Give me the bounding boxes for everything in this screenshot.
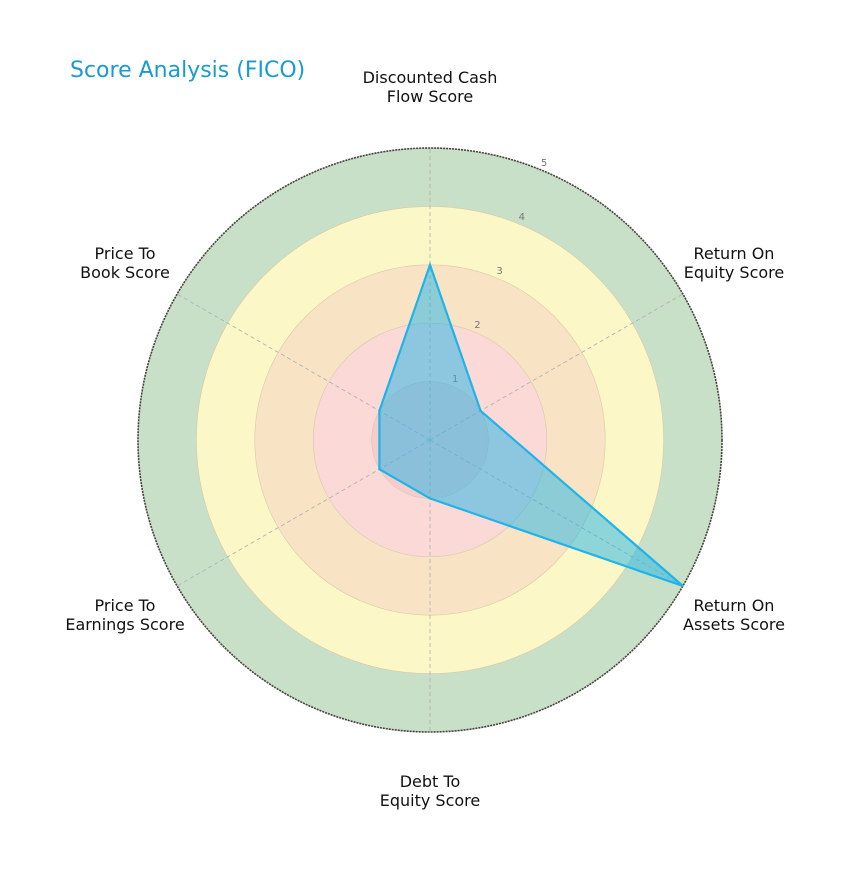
series-polygon: [378, 261, 684, 588]
axis-label-de: Debt To Equity Score: [379, 772, 481, 810]
radial-tick-label: 4: [519, 212, 525, 223]
radial-tick-label: 5: [541, 158, 547, 169]
axis-label-dcf: Discounted Cash Flow Score: [362, 68, 498, 106]
radial-tick-label: 2: [474, 320, 480, 331]
outer-frame: [137, 147, 723, 733]
axis-label-pe: Price To Earnings Score: [65, 596, 185, 634]
chart-title: Score Analysis (FICO): [70, 58, 306, 83]
axis-label-roa: Return On Assets Score: [683, 596, 785, 634]
radial-tick-label: 3: [496, 266, 502, 277]
axis-label-pb: Price To Book Score: [80, 244, 170, 282]
axis-label-roe: Return On Equity Score: [683, 244, 785, 282]
